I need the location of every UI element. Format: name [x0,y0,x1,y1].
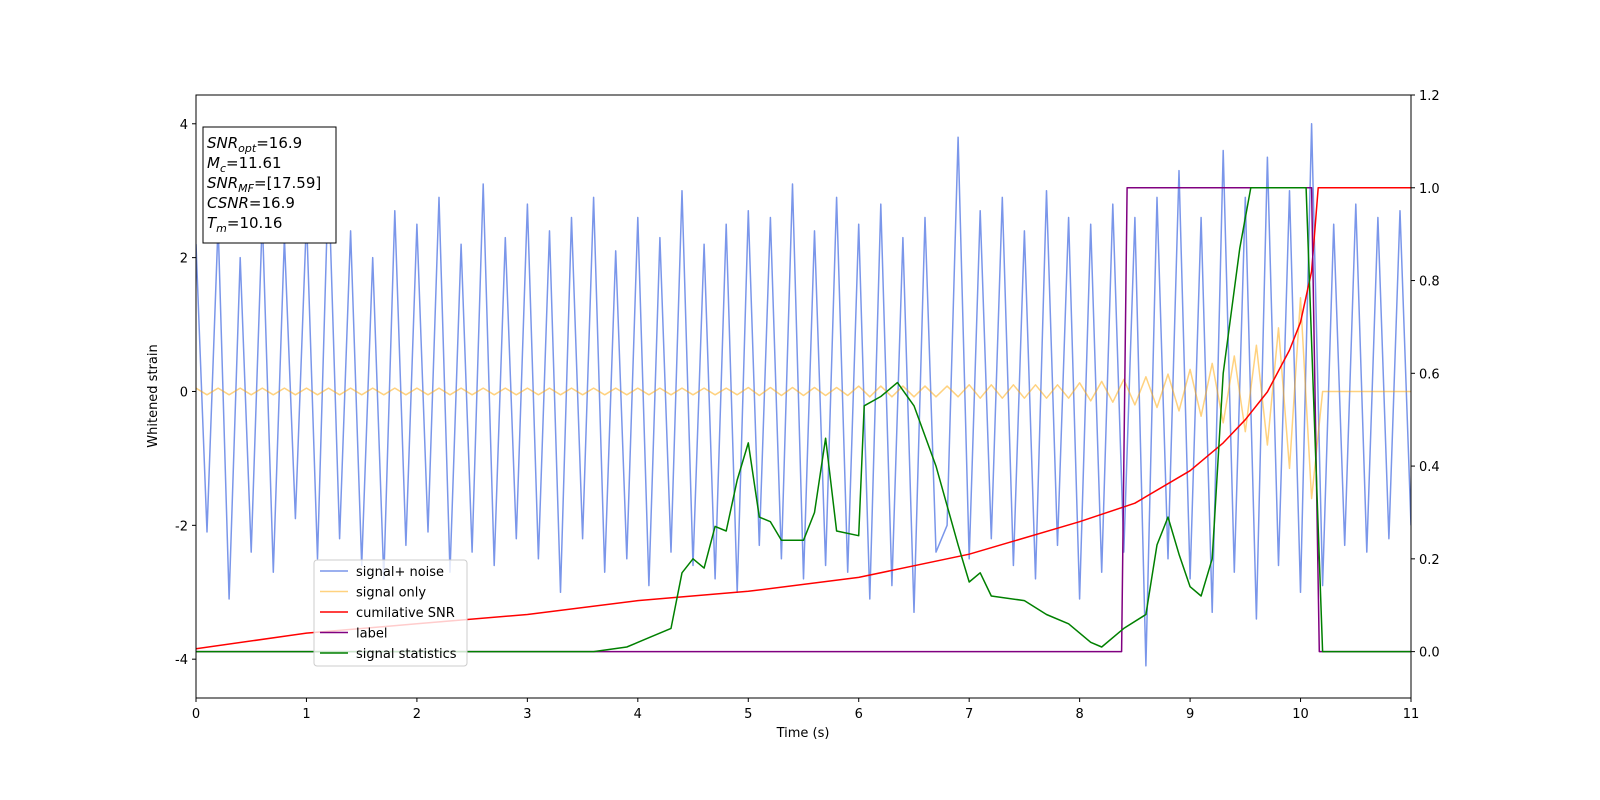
x-tick-label: 5 [744,707,752,722]
x-tick-label: 1 [302,707,310,722]
series-line [196,297,1411,500]
annotation-sub: MF [238,182,254,195]
annotation-text: Mc=11.61 [207,154,282,175]
y2-tick-label: 1.0 [1419,182,1440,197]
annotation-base: M [207,154,220,172]
x-tick-label: 11 [1403,707,1420,722]
y-axis-label: Whitened strain [146,344,161,447]
x-tick-label: 7 [965,707,973,722]
annotation-value: =10.16 [227,214,283,232]
annotation-base: CSNR [207,194,249,212]
annotation-text: SNRopt=16.9 [207,134,302,155]
legend-label: signal+ noise [356,565,444,580]
annotation-sub: c [220,162,226,175]
x-tick-label: 8 [1075,707,1083,722]
annotation-value: =16.9 [249,194,295,212]
y2-tick-label: 0.8 [1419,275,1440,290]
annotation-value: =11.61 [226,154,282,172]
annotation-text: CSNR=16.9 [207,194,295,212]
y2-tick-label: 0.4 [1419,460,1440,475]
legend-label: label [356,627,387,642]
plot-frame [195,94,1412,699]
x-tick-label: 6 [855,707,863,722]
annotation-sub: opt [238,142,257,155]
annotation-text: SNRMF=[17.59] [207,174,321,195]
series-line [196,123,1411,667]
annotation-base: SNR [207,174,238,192]
x-axis-label: Time (s) [776,726,830,741]
y2-tick-label: 1.2 [1419,89,1440,104]
plot-marks [196,123,1411,667]
y-tick-label: -2 [175,519,188,534]
series-line [196,187,1411,653]
annotation-box [202,126,337,244]
x-tick-label: 3 [523,707,531,722]
x-tick-label: 0 [192,707,200,722]
y-tick-label: -4 [175,653,188,668]
y2-tick-label: 0.0 [1419,646,1440,661]
annotation-base: SNR [207,134,238,152]
x-tick-label: 10 [1292,707,1309,722]
y2-tick-label: 0.2 [1419,553,1440,568]
legend-label: signal only [356,586,426,601]
x-tick-label: 4 [634,707,642,722]
y-tick-label: 2 [180,252,188,267]
legend-box [313,559,468,667]
y-tick-label: 0 [180,385,188,400]
annotation-text: Tm=10.16 [207,214,282,235]
y-tick-label: 4 [180,118,188,133]
series-line [196,187,1411,650]
annotation-value: =16.9 [256,134,302,152]
x-tick-label: 2 [413,707,421,722]
y2-tick-label: 0.6 [1419,367,1440,382]
annotation-sub: m [216,222,227,235]
legend-label: cumilative SNR [356,606,455,621]
annotation-value: =[17.59] [254,174,321,192]
x-tick-label: 9 [1186,707,1194,722]
legend-label: signal statistics [356,647,457,662]
annotation-base: T [207,214,218,232]
